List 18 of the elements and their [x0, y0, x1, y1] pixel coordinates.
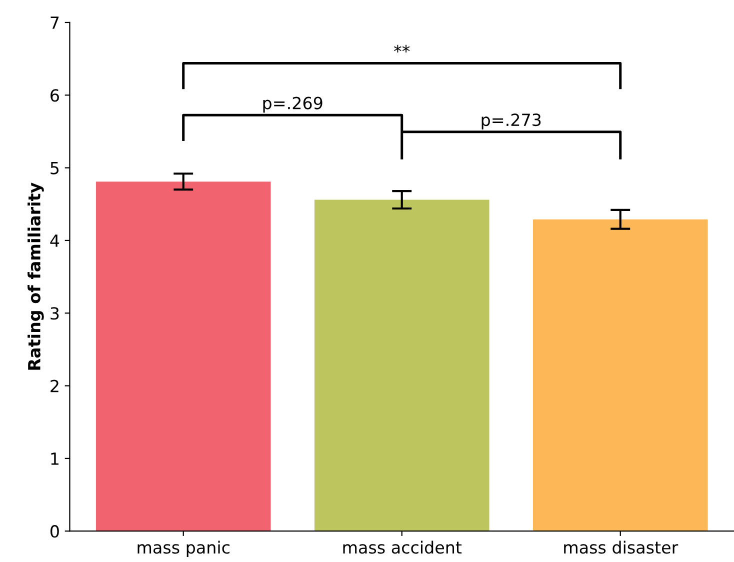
y-tick-label: 3: [50, 307, 59, 320]
y-tick-label: 5: [50, 162, 59, 174]
bar: [96, 182, 271, 532]
y-axis-title: Rating of familiarity: [28, 182, 44, 370]
x-tick-label: mass accident: [343, 540, 462, 554]
annotation: p=.269: [263, 96, 322, 113]
bar: [314, 200, 490, 532]
annotation: p=.273: [482, 114, 541, 130]
y-tick-label: 2: [50, 380, 58, 392]
x-tick-label: mass panic: [138, 540, 230, 557]
y-tick-label: 0: [50, 525, 59, 538]
y-tick-label: 7: [50, 16, 59, 29]
y-tick-label: 1: [51, 452, 58, 465]
annotation: **: [394, 44, 410, 52]
y-tick-label: 4: [50, 234, 60, 247]
x-tick-label: mass disaster: [564, 540, 678, 554]
bar: [532, 219, 708, 532]
y-tick-label: 6: [50, 89, 59, 102]
